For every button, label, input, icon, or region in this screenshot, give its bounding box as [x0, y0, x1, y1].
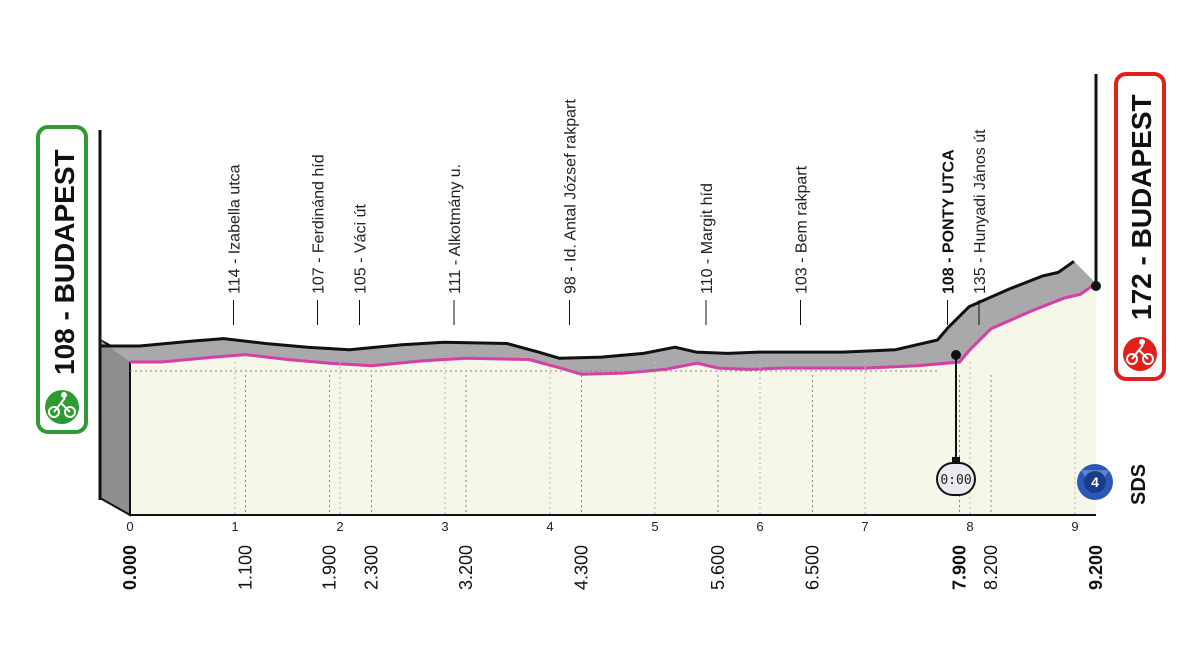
km-tick-label: 3	[441, 519, 448, 534]
km-tick-label: 2	[336, 519, 343, 534]
label-layer: 1 2 3 4 5 6 7 8 9 0 0.000 9.200 114 - Izabella utca 1…	[120, 99, 1106, 590]
cyclist-icon	[48, 392, 76, 418]
distance-label: 0.000	[120, 545, 140, 590]
intermediate-time-marker: 0:00	[936, 350, 976, 496]
km-tick-label: 8	[966, 519, 973, 534]
profile-body	[130, 283, 1096, 515]
finish-badge: 172 - BUDAPEST	[1114, 72, 1166, 381]
km-tick-label: 4	[546, 519, 553, 534]
intermediate-time-label: 0:00	[940, 473, 971, 488]
distance-label: 2.300	[362, 545, 382, 590]
distance-label: 1.900	[320, 545, 340, 590]
road-line	[130, 282, 1097, 376]
waypoint-label: 111 - Alkotmány u.	[447, 164, 464, 294]
cyclist-icon	[1126, 339, 1154, 365]
profile-layer	[99, 260, 1097, 517]
bike-finish-icon	[1123, 337, 1157, 371]
distance-label: 4.300	[572, 545, 592, 590]
start-altitude-town: 108 - BUDAPEST	[49, 149, 80, 375]
waypoint-label: 110 - Margit híd	[699, 183, 716, 294]
brand-logo: SDS	[1128, 464, 1150, 505]
grid-layer	[130, 300, 1096, 516]
distance-label: 1.100	[236, 545, 256, 590]
distance-label: 8.200	[981, 545, 1001, 590]
km-tick-label: 0	[126, 519, 133, 534]
bike-start-icon	[45, 390, 79, 424]
km-tick-label: 9	[1071, 519, 1078, 534]
final-km-number: 4	[1091, 474, 1099, 490]
waypoint-label: 105 - Váci út	[353, 204, 370, 294]
waypoint-label: 114 - Izabella utca	[227, 164, 244, 294]
km-tick-label: 6	[756, 519, 763, 534]
finish-altitude-town: 172 - BUDAPEST	[1126, 94, 1157, 320]
profile-top-edge	[100, 260, 1075, 360]
finish-dot	[1091, 281, 1101, 291]
km-tick-label: 7	[861, 519, 868, 534]
distance-label: 7.900	[950, 545, 970, 590]
distance-label: 3.200	[456, 545, 476, 590]
waypoint-label: 103 - Bem rakpart	[794, 165, 811, 294]
waypoint-label: 108 - PONTY UTCA	[941, 149, 958, 294]
final-km-badge: 4	[1077, 464, 1113, 500]
distance-label: 5.600	[708, 545, 728, 590]
start-badge: 108 - BUDAPEST	[36, 125, 88, 434]
profile-side-face	[99, 338, 131, 517]
waypoint-label: 135 - Hunyadi János út	[972, 129, 989, 294]
km-tick-label: 5	[651, 519, 658, 534]
waypoint-label: 98 - Id. Antal József rakpart	[563, 99, 580, 294]
distance-label: 6.500	[803, 545, 823, 590]
waypoint-label: 107 - Ferdinánd híd	[311, 154, 328, 294]
distance-label: 9.200	[1086, 545, 1106, 590]
km-tick-label: 1	[231, 519, 238, 534]
